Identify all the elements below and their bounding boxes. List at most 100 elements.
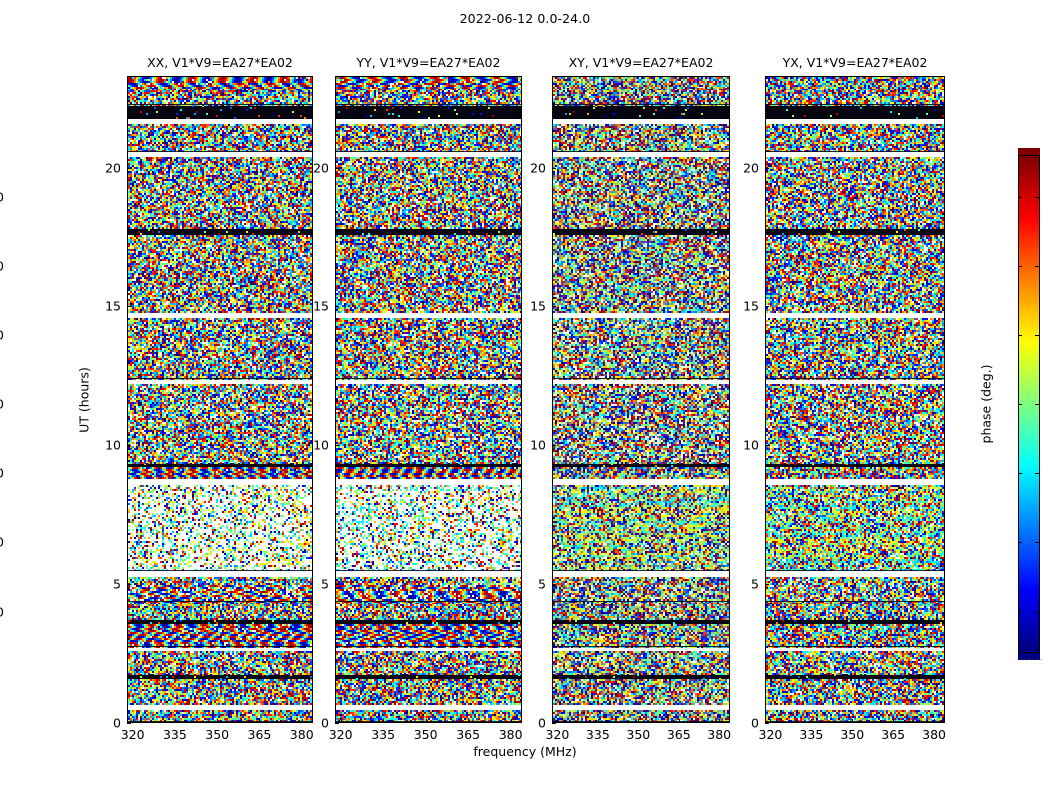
y-tick-label: 15 [313, 298, 329, 314]
y-tick-mark [552, 306, 556, 308]
x-tick-mark [217, 719, 219, 723]
x-tick-label: 335 [799, 727, 824, 742]
colorbar-tick-label: 100 [0, 258, 4, 274]
x-tick-mark [557, 719, 559, 723]
x-tick-mark [597, 719, 599, 723]
figure-suptitle: 2022-06-12 0.0-24.0 [459, 11, 591, 26]
y-tick-label: 20 [743, 160, 759, 176]
y-tick-label: 0 [321, 715, 329, 731]
x-tick-label: 365 [247, 727, 272, 742]
x-tick-mark [301, 719, 303, 723]
x-tick-label: 365 [881, 727, 906, 742]
colorbar-tick-mark-inner [1035, 404, 1039, 405]
x-tick-label: 320 [758, 727, 783, 742]
y-tick-mark [552, 445, 556, 447]
y-tick-label: 5 [321, 576, 329, 592]
y-tick-label: 10 [105, 437, 121, 453]
y-tick-label: 0 [113, 715, 121, 731]
x-tick-mark [340, 719, 342, 723]
waterfall-panel-xy[interactable] [552, 76, 730, 723]
x-tick-label: 320 [120, 727, 145, 742]
panel-title-yy: YY, V1*V9=EA27*EA02 [356, 55, 501, 70]
x-tick-mark [852, 719, 854, 723]
y-tick-label: 15 [530, 298, 546, 314]
x-tick-mark [893, 719, 895, 723]
colorbar-tick-mark [1018, 542, 1022, 544]
y-tick-label: 5 [113, 576, 121, 592]
x-tick-mark [510, 719, 512, 723]
colorbar-tick-mark-inner [1035, 542, 1039, 544]
colorbar-tick-mark [1018, 334, 1022, 336]
y-tick-mark [335, 445, 339, 447]
waterfall-panel-yy[interactable] [335, 76, 522, 723]
x-tick-label: 335 [585, 727, 610, 742]
x-tick-label: 380 [707, 727, 732, 742]
panel-title-xx: XX, V1*V9=EA27*EA02 [147, 55, 293, 70]
colorbar-tick-label: −50 [0, 465, 4, 481]
colorbar-tick-mark-inner [1035, 265, 1039, 267]
colorbar-over-marker [1018, 148, 1040, 155]
colorbar-label: phase (deg.) [978, 364, 994, 444]
y-tick-mark [335, 167, 339, 169]
y-tick-mark [552, 723, 556, 724]
y-tick-label: 15 [743, 298, 759, 314]
y-tick-label: 0 [538, 715, 546, 731]
y-tick-label: 20 [105, 160, 121, 176]
y-tick-mark [127, 167, 131, 169]
x-tick-mark [468, 719, 470, 723]
x-tick-mark [259, 719, 261, 723]
y-tick-mark [552, 167, 556, 169]
x-tick-mark [934, 719, 936, 723]
y-tick-mark [127, 306, 131, 308]
x-tick-mark [132, 719, 134, 723]
x-tick-label: 380 [922, 727, 947, 742]
x-tick-label: 350 [626, 727, 651, 742]
x-tick-mark [174, 719, 176, 723]
x-tick-label: 320 [545, 727, 570, 742]
x-tick-mark [383, 719, 385, 723]
y-tick-label: 5 [538, 576, 546, 592]
y-tick-mark [765, 584, 769, 586]
x-tick-label: 350 [413, 727, 438, 742]
colorbar-tick-label: −150 [0, 604, 4, 619]
y-tick-mark [127, 445, 131, 447]
x-axis-label: frequency (MHz) [473, 744, 577, 759]
y-tick-mark [765, 723, 769, 724]
y-tick-label: 10 [743, 437, 759, 453]
x-tick-label: 335 [371, 727, 396, 742]
colorbar-tick-mark [1018, 611, 1022, 613]
x-tick-label: 365 [666, 727, 691, 742]
y-tick-mark [765, 167, 769, 169]
y-tick-mark [127, 723, 131, 724]
colorbar-under-marker [1018, 653, 1040, 660]
x-tick-mark [811, 719, 813, 723]
x-tick-label: 380 [498, 727, 523, 742]
colorbar-tick-mark-inner [1035, 334, 1039, 336]
colorbar-tick-mark-inner [1035, 196, 1039, 198]
waterfall-panel-xx[interactable] [127, 76, 313, 723]
y-tick-mark [552, 584, 556, 586]
y-tick-mark [765, 445, 769, 447]
waterfall-panel-yx[interactable] [765, 76, 945, 723]
panel-title-xy: XY, V1*V9=EA27*EA02 [568, 55, 714, 70]
colorbar-tick-label: 150 [0, 189, 4, 204]
colorbar-tick-mark [1018, 404, 1022, 405]
x-tick-mark [678, 719, 680, 723]
colorbar-tick-mark [1018, 473, 1022, 475]
x-tick-mark [770, 719, 772, 723]
y-tick-label: 5 [751, 576, 759, 592]
colorbar-dotted-footer: ······ [1019, 656, 1045, 664]
y-tick-label: 15 [105, 298, 121, 314]
x-tick-label: 350 [840, 727, 865, 742]
y-axis-label: UT (hours) [76, 367, 92, 433]
colorbar-tick-label: 0 [0, 396, 4, 412]
panel-title-yx: YX, V1*V9=EA27*EA02 [782, 55, 928, 70]
x-tick-mark [638, 719, 640, 723]
colorbar-tick-mark [1018, 196, 1022, 198]
x-tick-label: 350 [205, 727, 230, 742]
y-tick-label: 0 [751, 715, 759, 731]
x-tick-label: 335 [162, 727, 187, 742]
x-tick-label: 365 [456, 727, 481, 742]
colorbar-tick-mark-inner [1035, 473, 1039, 475]
y-tick-mark [127, 584, 131, 586]
